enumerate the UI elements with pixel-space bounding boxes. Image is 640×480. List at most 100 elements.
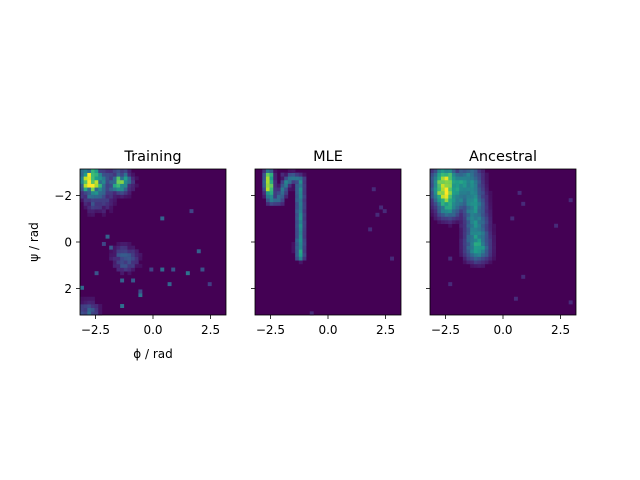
heatmap-cell — [80, 300, 84, 305]
heatmap-cell — [470, 260, 475, 265]
heatmap-cell — [302, 209, 307, 214]
heatmap-cell — [473, 216, 478, 221]
heatmap-cell — [488, 209, 493, 214]
heatmap-cell — [131, 187, 136, 192]
heatmap-cell — [90, 205, 95, 210]
heatmap-cell — [284, 179, 289, 184]
heatmap-cell — [90, 187, 95, 192]
heatmap-cell — [477, 242, 482, 246]
heatmap-cell — [473, 179, 478, 184]
heatmap-cell — [433, 194, 438, 199]
heatmap-cell — [101, 169, 106, 173]
heatmap-cell — [134, 176, 139, 181]
heatmap-cell — [470, 194, 475, 199]
heatmap-cell — [120, 304, 125, 308]
heatmap-cell — [123, 179, 128, 184]
heatmap-cell — [455, 194, 460, 199]
heatmap-cell — [131, 256, 136, 261]
heatmap-cell — [466, 234, 471, 239]
panel-ancestral: Ancestral −2.5 0.0 2.5 — [426, 149, 577, 337]
heatmap-cell — [185, 271, 190, 276]
heatmap-cell — [94, 198, 99, 203]
heatmap-cell — [131, 252, 136, 257]
heatmap-cell — [459, 212, 464, 217]
heatmap-cell — [138, 293, 143, 298]
heatmap-cell — [298, 194, 303, 199]
heatmap-cell — [280, 183, 285, 188]
heatmap-cell — [83, 205, 88, 210]
heatmap-cell — [481, 187, 486, 192]
heatmap-cell — [437, 216, 442, 221]
heatmap-cell — [451, 187, 456, 192]
heatmap-cell — [430, 169, 434, 173]
heatmap-cell — [430, 187, 434, 192]
heatmap-cell — [94, 169, 99, 173]
heatmap-cell — [568, 198, 573, 203]
heatmap-cell — [269, 179, 274, 184]
heatmap-cell — [470, 198, 475, 203]
heatmap-cell — [437, 169, 442, 173]
heatmap-cell — [462, 194, 467, 199]
heatmap-cell — [112, 172, 117, 177]
heatmap-cell — [462, 234, 467, 239]
heatmap-cell — [302, 179, 307, 184]
heatmap-cell — [462, 183, 467, 188]
heatmap-cell — [298, 231, 303, 235]
heatmap-cell — [477, 245, 482, 250]
heatmap-cell — [127, 194, 132, 199]
heatmap-cell — [298, 216, 303, 221]
heatmap-cell — [80, 183, 84, 188]
heatmap-cell — [269, 190, 274, 195]
heatmap-cell — [448, 201, 453, 206]
heatmap-cell — [120, 183, 125, 188]
heatmap-cell — [448, 220, 453, 225]
panel-mle: MLE −2.5 0.0 2.5 — [251, 149, 402, 337]
heatmap-cell — [459, 201, 464, 206]
heatmap-cell — [109, 187, 114, 192]
heatmap-cell — [470, 183, 475, 188]
heatmap-cell — [109, 179, 114, 184]
heatmap-cell — [291, 183, 296, 188]
heatmap-cell — [127, 256, 132, 261]
heatmap-cell — [90, 307, 95, 312]
heatmap-cell — [298, 256, 303, 261]
heatmap-cell — [291, 242, 296, 246]
heatmap-cell — [513, 296, 518, 301]
heatmap-cell — [448, 179, 453, 184]
heatmap-cell — [276, 194, 281, 199]
heatmap-cell — [440, 216, 445, 221]
heatmap-cell — [302, 220, 307, 225]
heatmap-cell — [94, 271, 99, 276]
heatmap-cell — [90, 198, 95, 203]
heatmap-cell — [123, 194, 128, 199]
heatmap-cell — [269, 201, 274, 206]
yaxis-label-training: ψ / rad — [27, 222, 41, 262]
heatmap-cell — [87, 172, 92, 177]
heatmap-cell — [120, 176, 125, 181]
heatmap-cell — [295, 212, 300, 217]
heatmap-cell — [484, 220, 489, 225]
heatmap-cell — [109, 198, 114, 203]
heatmap-cell — [462, 256, 467, 261]
heatmap-cell — [430, 209, 434, 214]
heatmap-cell — [116, 187, 121, 192]
heatmap-cell — [459, 231, 464, 235]
heatmap-ancestral — [430, 169, 576, 315]
heatmap-cell — [295, 227, 300, 232]
heatmap-cell — [437, 183, 442, 188]
heatmap-cell — [105, 234, 110, 239]
heatmap-cell — [262, 172, 267, 177]
heatmap-cell — [265, 172, 270, 177]
heatmap-cell — [87, 198, 92, 203]
heatmap-cell — [390, 256, 394, 261]
heatmap-cell — [492, 234, 496, 239]
heatmap-cell — [448, 205, 453, 210]
heatmap-cell — [433, 183, 438, 188]
heatmap-cell — [94, 209, 99, 214]
heatmap-cell — [459, 194, 464, 199]
heatmap-cell — [90, 190, 95, 195]
heatmap-cell — [459, 198, 464, 203]
heatmap-cell — [481, 231, 486, 235]
heatmap-cell — [459, 216, 464, 221]
xtick-label: 2.5 — [376, 323, 395, 337]
